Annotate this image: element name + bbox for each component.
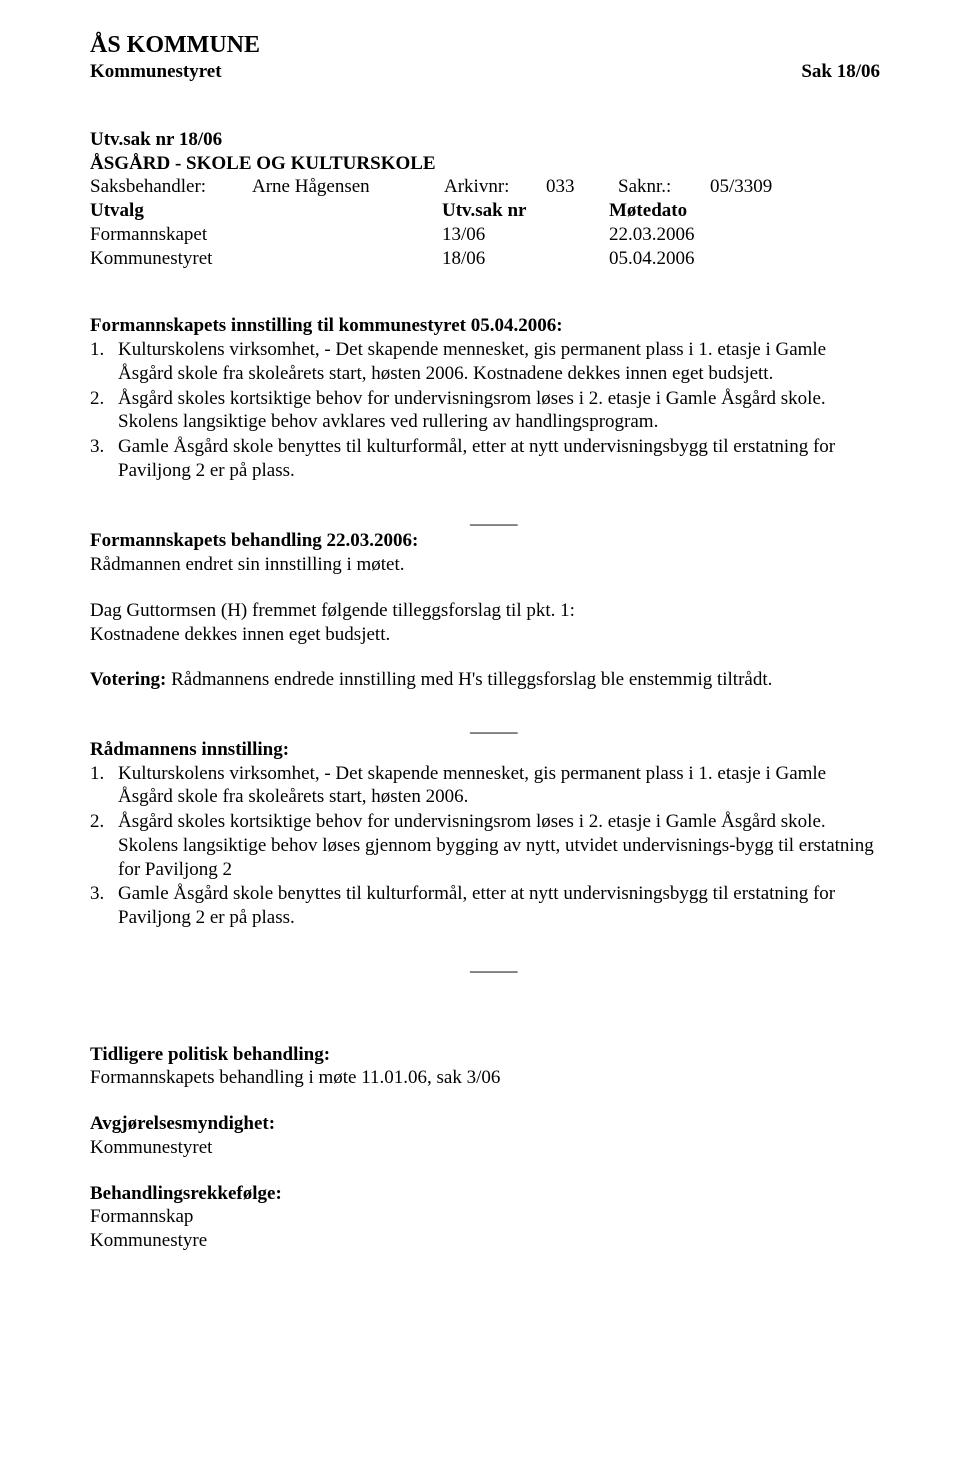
saksbehandler-label: Saksbehandler: xyxy=(90,176,206,197)
separator-line: _____ xyxy=(470,954,518,975)
list-text: Gamle Åsgård skole benyttes til kulturfo… xyxy=(118,882,880,930)
meeting-table: Utvalg Utv.sak nr Møtedato Formannskapet… xyxy=(90,199,707,270)
list-item: 3. Gamle Åsgård skole benyttes til kultu… xyxy=(90,882,880,930)
cell-utvsak: 13/06 xyxy=(442,224,485,245)
cell-utvalg: Kommunestyret xyxy=(90,248,212,269)
cell-motedato: 22.03.2006 xyxy=(609,224,695,245)
utvsak-number: Utv.sak nr 18/06 xyxy=(90,128,880,152)
behandling-line: Kostnadene dekkes innen eget budsjett. xyxy=(90,623,880,647)
list-item: 2. Åsgård skoles kortsiktige behov for u… xyxy=(90,810,880,881)
cell-utvsak: 18/06 xyxy=(442,248,485,269)
list-item: 1. Kulturskolens virksomhet, - Det skape… xyxy=(90,762,880,810)
case-title: ÅSGÅRD - SKOLE OG KULTURSKOLE xyxy=(90,152,880,176)
list-item: 2. Åsgård skoles kortsiktige behov for u… xyxy=(90,387,880,435)
behandling-line: Rådmannen endret sin innstilling i møtet… xyxy=(90,553,880,577)
arkivnr-value: 033 xyxy=(546,176,575,197)
rekke-line: Kommunestyre xyxy=(90,1229,880,1253)
tidligere-text: Formannskapets behandling i møte 11.01.0… xyxy=(90,1066,880,1090)
table-header-motedato: Møtedato xyxy=(609,200,687,221)
innstilling-heading: Formannskapets innstilling til kommunest… xyxy=(90,314,880,338)
innstilling-list: 1. Kulturskolens virksomhet, - Det skape… xyxy=(90,338,880,483)
list-text: Åsgård skoles kortsiktige behov for unde… xyxy=(118,387,880,435)
radmann-list: 1. Kulturskolens virksomhet, - Det skape… xyxy=(90,762,880,930)
document-page: ÅS KOMMUNE Kommunestyret Sak 18/06 Utv.s… xyxy=(0,0,960,1478)
list-number: 2. xyxy=(90,387,118,435)
table-row: Kommunestyret 18/06 05.04.2006 xyxy=(90,247,707,271)
saknr-value: 05/3309 xyxy=(710,176,772,197)
case-meta: Saksbehandler: Arne Hågensen Arkivnr: 03… xyxy=(90,175,784,199)
list-text: Gamle Åsgård skole benyttes til kulturfo… xyxy=(118,435,880,483)
saksbehandler-value: Arne Hågensen xyxy=(252,176,370,197)
table-header-utvalg: Utvalg xyxy=(90,200,144,221)
list-item: 1. Kulturskolens virksomhet, - Det skape… xyxy=(90,338,880,386)
separator-line: _____ xyxy=(470,715,518,736)
votering-label: Votering: xyxy=(90,669,166,690)
behandling-heading: Formannskapets behandling 22.03.2006: xyxy=(90,530,418,551)
case-ref: Sak 18/06 xyxy=(801,60,880,84)
behandling-line: Dag Guttormsen (H) fremmet følgende till… xyxy=(90,599,880,623)
cell-utvalg: Formannskapet xyxy=(90,224,207,245)
list-text: Åsgård skoles kortsiktige behov for unde… xyxy=(118,810,880,881)
radmann-heading: Rådmannens innstilling: xyxy=(90,738,880,762)
list-text: Kulturskolens virksomhet, - Det skapende… xyxy=(118,762,880,810)
body-name: Kommunestyret xyxy=(90,60,222,84)
votering-line: Votering: Rådmannens endrede innstilling… xyxy=(90,668,880,692)
cell-motedato: 05.04.2006 xyxy=(609,248,695,269)
list-number: 1. xyxy=(90,338,118,386)
list-number: 3. xyxy=(90,435,118,483)
list-text: Kulturskolens virksomhet, - Det skapende… xyxy=(118,338,880,386)
avgjor-heading: Avgjørelsesmyndighet: xyxy=(90,1112,880,1136)
table-header-utvsak: Utv.sak nr xyxy=(442,200,526,221)
arkivnr-label: Arkivnr: xyxy=(444,176,509,197)
tidligere-heading: Tidligere politisk behandling: xyxy=(90,1043,880,1067)
list-item: 3. Gamle Åsgård skole benyttes til kultu… xyxy=(90,435,880,483)
rekke-line: Formannskap xyxy=(90,1205,880,1229)
rekke-heading: Behandlingsrekkefølge: xyxy=(90,1182,880,1206)
list-number: 1. xyxy=(90,762,118,810)
avgjor-text: Kommunestyret xyxy=(90,1136,880,1160)
org-name: ÅS KOMMUNE xyxy=(90,30,880,60)
table-row: Formannskapet 13/06 22.03.2006 xyxy=(90,223,707,247)
list-number: 2. xyxy=(90,810,118,881)
separator-line: _____ xyxy=(470,507,518,528)
saknr-label: Saknr.: xyxy=(618,176,671,197)
list-number: 3. xyxy=(90,882,118,930)
document-header: ÅS KOMMUNE Kommunestyret Sak 18/06 xyxy=(90,30,880,84)
votering-text: Rådmannens endrede innstilling med H's t… xyxy=(166,669,772,690)
